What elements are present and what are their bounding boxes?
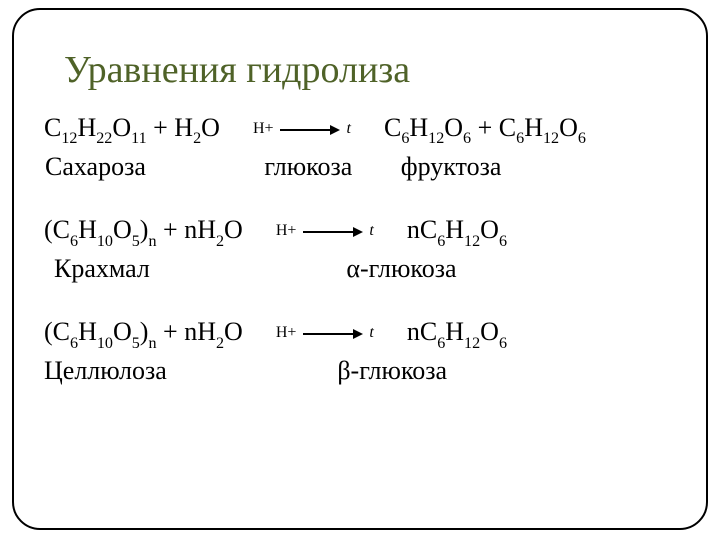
reactant: (С6Н10О5)n + nН2О — [44, 215, 249, 244]
slide: { "title": "Уравнения гидролиза", "color… — [0, 0, 720, 540]
label-fructose: фруктоза — [401, 152, 502, 181]
arrow-icon — [303, 219, 363, 245]
label-cellulose: Целлюлоза — [44, 356, 167, 385]
condition-t: t — [369, 222, 373, 239]
product: nС6Н12О6 — [407, 215, 507, 244]
reactant: C12Н22О11 + Н2О — [44, 113, 226, 142]
equation-line: (С6Н10О5)n + nН2О Н+ t nС6Н12О6 — [44, 314, 682, 353]
product: С6Н12О6 + С6Н12О6 — [384, 113, 586, 142]
condition-t: t — [347, 120, 351, 137]
arrow-icon — [280, 117, 340, 143]
arrow-icon — [303, 321, 363, 347]
condition-h: Н+ — [276, 324, 297, 341]
reactant: (С6Н10О5)n + nН2О — [44, 317, 249, 346]
labels-line: Сахароза глюкоза фруктоза — [44, 149, 682, 184]
labels-line: Целлюлоза β-глюкоза — [44, 353, 682, 388]
labels-line: Крахмал α-глюкоза — [44, 251, 682, 286]
equation-starch: (С6Н10О5)n + nН2О Н+ t nС6Н12О6 Крахмал … — [44, 212, 682, 286]
equation-line: (С6Н10О5)n + nН2О Н+ t nС6Н12О6 — [44, 212, 682, 251]
slide-title: Уравнения гидролиза — [64, 48, 682, 92]
equation-cellulose: (С6Н10О5)n + nН2О Н+ t nС6Н12О6 Целлюлоз… — [44, 314, 682, 388]
label-starch: Крахмал — [54, 254, 150, 283]
label-beta-glucose: β-глюкоза — [337, 356, 447, 385]
equation-line: C12Н22О11 + Н2О Н+ t С6Н12О6 + С6Н12О6 — [44, 110, 682, 149]
condition-h: Н+ — [276, 222, 297, 239]
label-sucrose: Сахароза — [45, 152, 146, 181]
label-alpha-glucose: α-глюкоза — [346, 254, 456, 283]
condition-t: t — [369, 324, 373, 341]
condition-h: Н+ — [253, 120, 274, 137]
label-glucose: глюкоза — [264, 152, 352, 181]
product: nС6Н12О6 — [407, 317, 507, 346]
equation-sucrose: C12Н22О11 + Н2О Н+ t С6Н12О6 + С6Н12О6 С… — [44, 110, 682, 184]
